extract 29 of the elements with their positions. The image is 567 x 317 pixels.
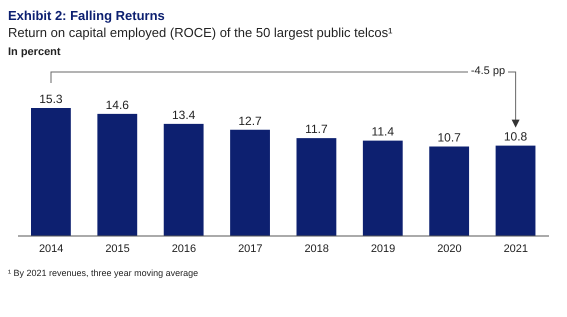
data-label: 14.6	[106, 98, 130, 112]
y-axis-title: In percent	[8, 46, 62, 58]
bar	[296, 138, 336, 236]
bar	[362, 140, 403, 236]
x-tick-label: 2014	[38, 242, 64, 255]
data-label: 12.7	[238, 114, 262, 128]
text: ¹ By 2021 revenues, three year moving average	[8, 268, 200, 278]
x-tick-label: 2021	[504, 242, 528, 255]
data-label: 15.3	[39, 92, 63, 106]
x-tick-label: 2020	[437, 242, 462, 255]
bar	[164, 124, 204, 236]
bar	[97, 114, 138, 236]
x-tick-label: 2015	[105, 242, 130, 255]
bar	[230, 130, 270, 236]
bar	[31, 108, 71, 236]
data-label: 10.8	[504, 130, 528, 144]
data-label: 11.7	[305, 122, 328, 136]
x-tick-label: 2016	[172, 242, 196, 255]
x-tick-label: 2018	[304, 242, 329, 255]
bar	[496, 146, 536, 236]
data-label: 11.4	[372, 124, 394, 139]
chart-subtitle: Return on capital employed (ROCE) of the 50 largest public telcos¹	[8, 25, 394, 40]
chart-title: Exhibit 2: Falling Returns	[8, 8, 166, 23]
data-label: 13.4	[172, 108, 196, 122]
text: -4.5 pp	[468, 65, 508, 77]
x-tick-label: 2017	[238, 242, 263, 255]
x-tick-label: 2019	[370, 242, 396, 255]
bar	[429, 146, 470, 236]
data-label: 10.7	[437, 130, 462, 144]
